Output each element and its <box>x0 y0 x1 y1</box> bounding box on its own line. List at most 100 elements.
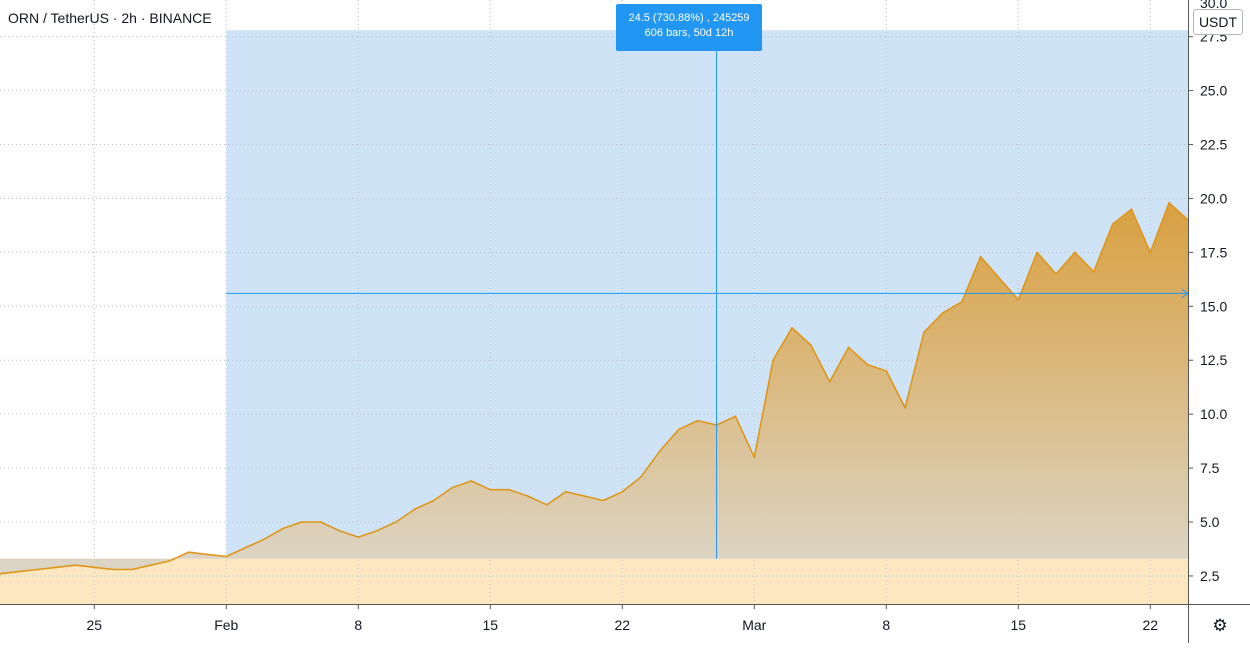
price-point <box>338 529 341 532</box>
price-point <box>923 331 925 334</box>
y-tick-label: 10.0 <box>1200 406 1227 422</box>
price-point <box>263 538 265 541</box>
x-tick-label: 22 <box>614 617 630 633</box>
y-tick-label-cut: 30.0 <box>1200 0 1227 11</box>
y-tick-label: 2.5 <box>1200 568 1220 584</box>
price-point <box>583 495 586 498</box>
y-tick-label: 15.0 <box>1200 298 1227 314</box>
price-point <box>696 419 699 422</box>
price-point <box>149 564 152 567</box>
y-tick-label: 12.5 <box>1200 352 1227 368</box>
price-point <box>395 521 397 523</box>
price-point <box>1149 251 1152 254</box>
price-point <box>621 490 624 493</box>
price-point <box>885 370 888 372</box>
price-point <box>319 521 322 523</box>
price-point <box>640 475 643 478</box>
price-point <box>376 529 379 532</box>
symbol-name: ORN <box>8 10 40 26</box>
price-point <box>791 326 793 329</box>
price-point <box>1055 273 1057 275</box>
price-point <box>489 488 492 491</box>
interval-label: 2h <box>121 10 137 26</box>
price-point <box>17 570 20 573</box>
price-point <box>451 486 454 489</box>
measure-tooltip-change: 24.5 (730.88%) , 245259 <box>628 12 750 24</box>
x-tick-label: 22 <box>1142 617 1158 633</box>
price-point <box>74 564 77 567</box>
currency-label-text: USDT <box>1198 14 1238 30</box>
x-tick-label: 15 <box>482 617 498 633</box>
y-tick-label: 25.0 <box>1200 83 1227 99</box>
price-point <box>753 456 756 459</box>
price-point <box>1017 298 1020 301</box>
price-point <box>0 572 1 575</box>
price-point <box>828 380 831 383</box>
price-point <box>206 553 209 556</box>
exchange-label: BINANCE <box>149 10 212 26</box>
price-point <box>1187 219 1188 221</box>
x-tick-label: 25 <box>86 617 102 633</box>
price-point <box>941 311 944 314</box>
currency-selector[interactable]: USDT <box>1193 9 1243 35</box>
price-point <box>1073 251 1076 254</box>
price-point <box>1168 201 1171 204</box>
price-point <box>847 346 850 349</box>
x-tick-label: 8 <box>882 617 890 633</box>
price-point <box>470 480 473 482</box>
price-point <box>55 566 58 569</box>
x-tick-label: 15 <box>1010 617 1026 633</box>
quote-name: TetherUS <box>50 10 109 26</box>
price-point <box>602 499 605 502</box>
price-point <box>131 568 133 571</box>
x-tick-label: 8 <box>354 617 362 633</box>
price-point <box>677 428 680 431</box>
price-line <box>0 202 1188 575</box>
price-point <box>1130 208 1133 211</box>
price-point <box>357 536 360 539</box>
price-point <box>998 277 1001 280</box>
price-point <box>809 344 812 347</box>
price-point <box>93 566 96 569</box>
y-tick-label: 7.5 <box>1200 460 1220 476</box>
price-point <box>979 255 982 258</box>
price-point <box>413 508 416 510</box>
measure-tooltip-bars: 606 bars, 50d 12h <box>644 27 734 39</box>
price-point <box>508 488 511 491</box>
price-point <box>734 415 737 418</box>
price-point <box>659 449 661 452</box>
legend-separator: · <box>112 10 118 26</box>
gear-icon[interactable]: ⚙ <box>1212 616 1228 636</box>
price-point <box>432 499 435 502</box>
x-tick-label: Mar <box>742 617 766 633</box>
price-point <box>244 547 247 549</box>
price-point <box>772 359 775 362</box>
price-point <box>866 363 869 366</box>
y-tick-label: 20.0 <box>1200 190 1227 206</box>
price-point <box>187 551 190 554</box>
price-point <box>225 555 228 558</box>
price-point <box>545 503 548 506</box>
price-point <box>904 406 907 409</box>
legend-separator: · <box>140 10 146 26</box>
y-tick-label: 22.5 <box>1200 137 1227 153</box>
price-point <box>112 568 115 571</box>
price-point <box>1111 223 1114 226</box>
price-point <box>281 527 284 530</box>
price-point <box>168 559 171 562</box>
price-point <box>1036 251 1039 254</box>
price-point <box>564 490 567 493</box>
y-tick-label: 5.0 <box>1200 514 1220 530</box>
price-point <box>527 495 529 498</box>
symbol-legend: ORN / TetherUS · 2h · BINANCE <box>8 10 212 26</box>
below-range-band <box>0 558 1188 604</box>
price-point <box>1092 270 1095 273</box>
price-point <box>36 568 39 571</box>
price-point <box>300 521 303 523</box>
price-point <box>960 301 963 303</box>
measure-tooltip: 24.5 (730.88%) , 245259 606 bars, 50d 12… <box>616 4 762 51</box>
price-area <box>0 202 1188 574</box>
x-tick-label: Feb <box>214 617 238 633</box>
